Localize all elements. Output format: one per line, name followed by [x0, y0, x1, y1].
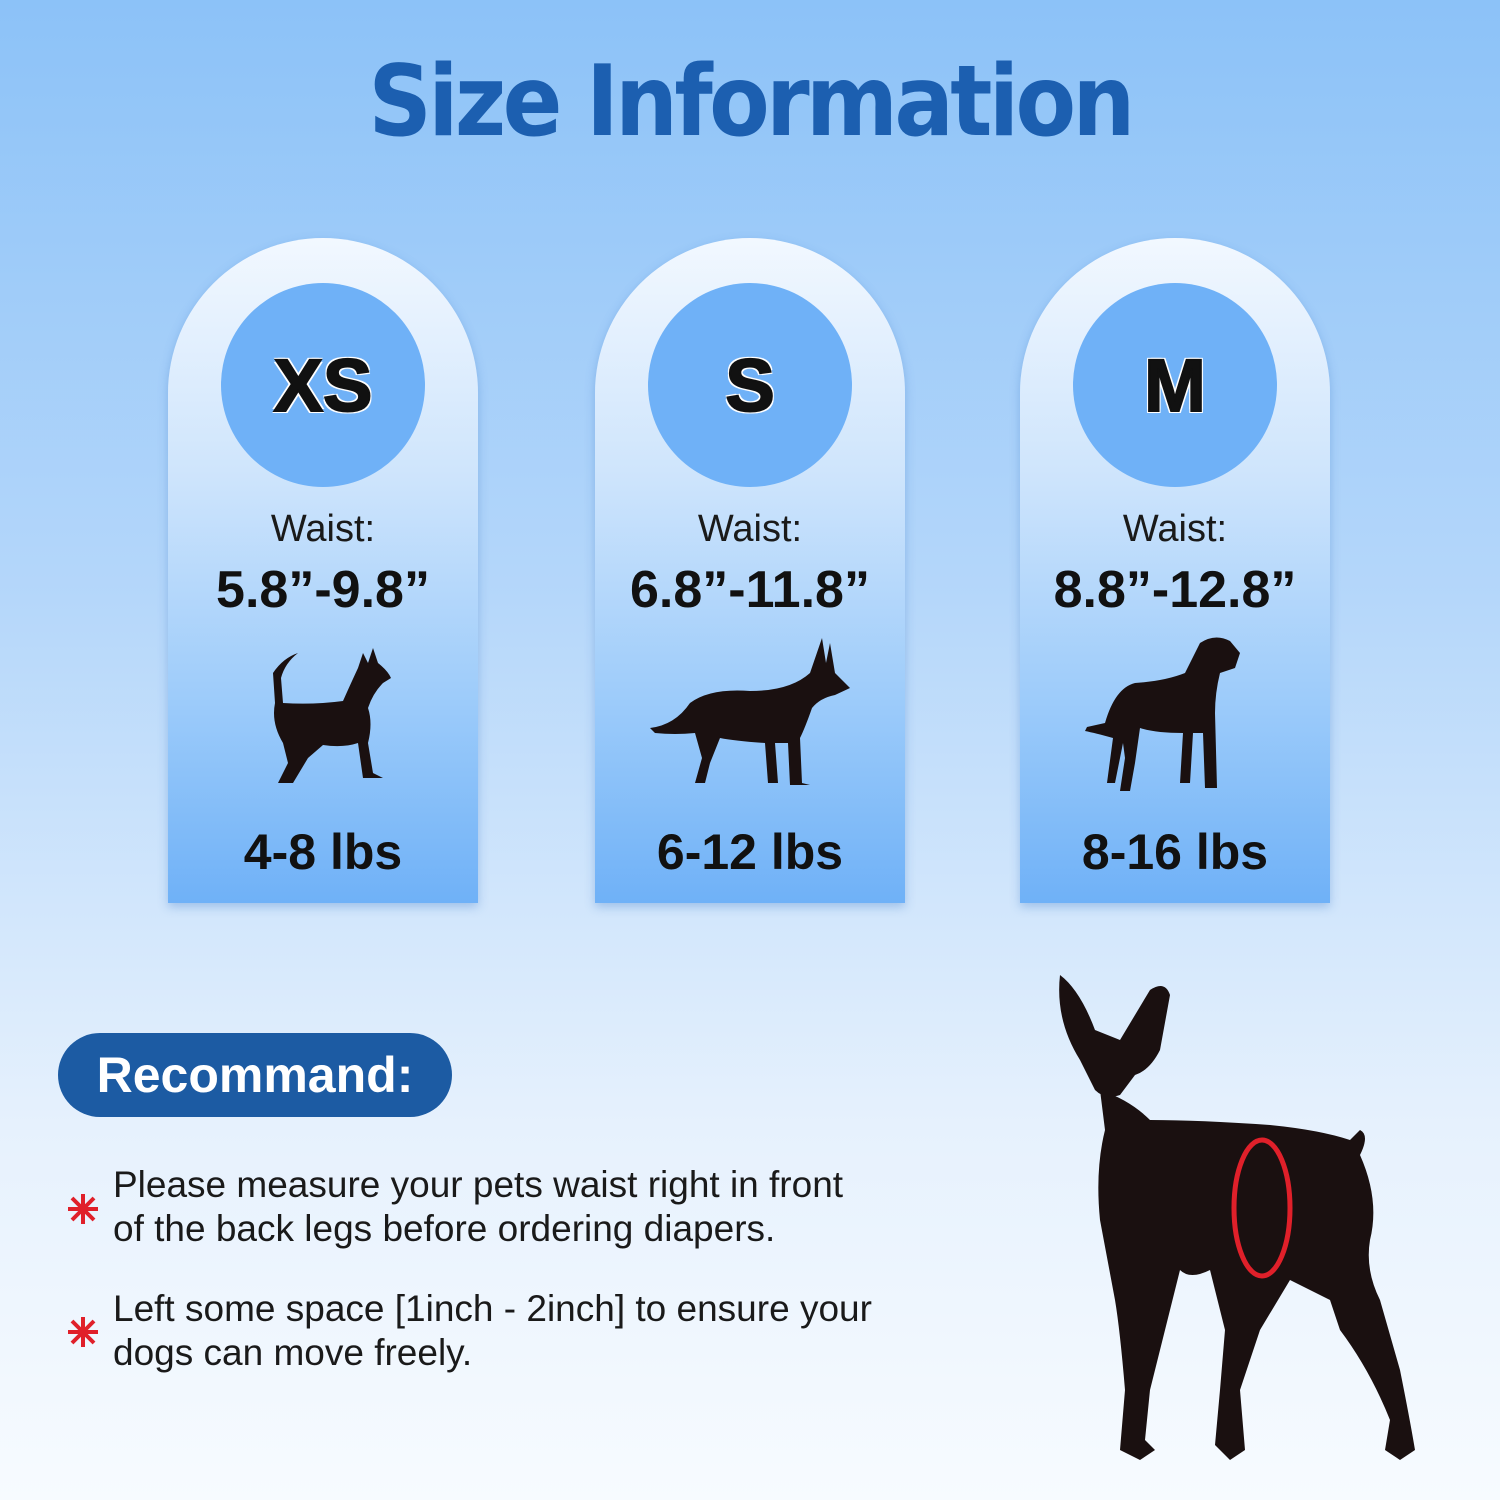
size-badge: S [648, 283, 852, 487]
dog-waist-measurement-illustration [1059, 975, 1415, 1460]
great-dane-silhouette-icon [1085, 637, 1240, 791]
red-asterisk-bullet-icon [68, 1317, 98, 1347]
waist-label: Waist: [697, 508, 803, 550]
waist-ring [1231, 1137, 1293, 1279]
waist-value: 8.8”-12.8” [1053, 561, 1297, 619]
waist-value: 6.8”-11.8” [630, 561, 870, 619]
size-badge: XS [221, 283, 425, 487]
weight-range: 8-16 lbs [1081, 824, 1269, 880]
waist-label: Waist: [1122, 508, 1228, 550]
tip-measure-waist: Please measure your pets waist right in … [113, 1163, 843, 1251]
tip-line: of the back legs before ordering diapers… [113, 1208, 776, 1249]
red-asterisk-bullet-icon [68, 1194, 98, 1224]
weight-range: 4-8 lbs [243, 824, 403, 880]
size-card-s: S Waist: 6.8”-11.8” 6-12 lbs [595, 238, 905, 903]
shepherd-silhouette-icon [650, 638, 850, 785]
size-badge: M [1073, 283, 1277, 487]
tip-line: Please measure your pets waist right in … [113, 1164, 844, 1205]
recommend-label: Recommand: [58, 1033, 452, 1117]
size-card-xs: XS Waist: 5.8”-9.8” 4-8 lbs [168, 238, 478, 903]
weight-range: 6-12 lbs [656, 824, 844, 880]
waist-label: Waist: [270, 508, 376, 550]
waist-value: 5.8”-9.8” [216, 561, 430, 619]
tip-line: Left some space [1inch - 2inch] to ensur… [113, 1288, 872, 1329]
page-title: Size Information [368, 45, 1135, 159]
tip-line: dogs can move freely. [113, 1332, 473, 1373]
size-card-m: M Waist: 8.8”-12.8” 8-16 lbs [1020, 238, 1330, 903]
chihuahua-silhouette-icon [273, 648, 391, 783]
tip-leave-space: Left some space [1inch - 2inch] to ensur… [113, 1287, 872, 1375]
